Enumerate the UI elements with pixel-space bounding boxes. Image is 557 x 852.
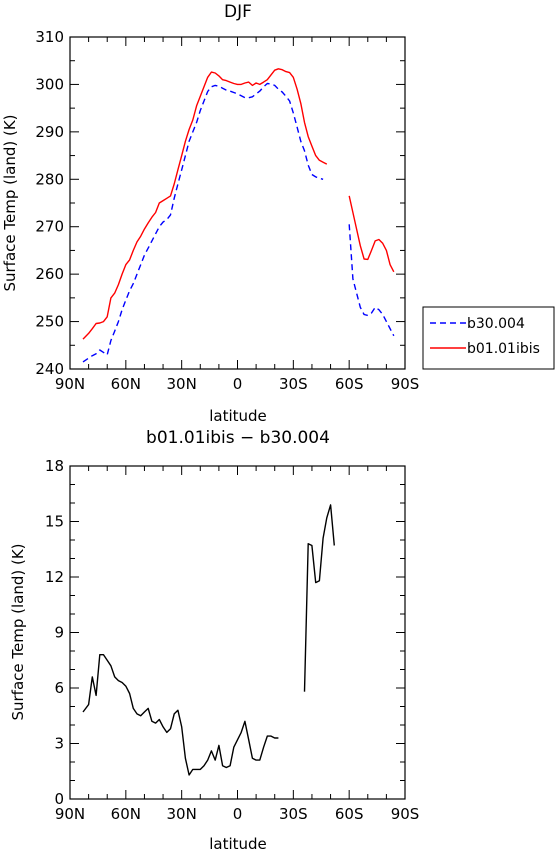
top-x-tick-label: 30S (279, 375, 308, 393)
bottom-series-line-0 (82, 504, 335, 776)
legend-box (422, 306, 555, 370)
bottom-y-tick-label: 12 (45, 568, 64, 586)
bottom-x-tick-label: 90S (391, 805, 420, 823)
top-x-tick-label: 60N (111, 375, 141, 393)
chart-title-difference: b01.01ibis − b30.004 (146, 428, 330, 448)
panel-difference: b01.01ibis − b30.004 0 3 6 9 12 15 18 90N 60N 30N… (9, 428, 419, 852)
top-frame (69, 36, 406, 370)
bottom-y-tick-label: 0 (54, 790, 64, 808)
top-x-tick-label: 30N (167, 375, 197, 393)
top-x-tick-label: 60S (335, 375, 364, 393)
y-axis-label-top: Surface Temp (land) (K) (1, 114, 19, 291)
bottom-x-tick-label: 60S (335, 805, 364, 823)
bottom-x-tick-label: 0 (233, 805, 243, 823)
top-y-tick-label: 310 (35, 28, 64, 46)
bottom-frame (69, 465, 406, 800)
x-axis-label-bottom: latitude (209, 835, 267, 852)
bottom-x-tick-label: 30N (167, 805, 197, 823)
top-y-tick-label: 290 (35, 123, 64, 141)
bottom-y-tick-label: 6 (54, 679, 64, 697)
top-y-tick-label: 300 (35, 75, 64, 93)
top-series-line-0 (82, 82, 395, 363)
panel-djf: DJF 240 250 260 270 280 290 300 310 90N 60N 30N 0 30… (1, 2, 419, 425)
top-x-tick-label: 90S (391, 375, 420, 393)
plot-area-bottom: 0 3 6 9 12 15 18 90N 60N 30N 0 30S 60S 90S (45, 457, 419, 823)
bottom-y-tick-label: 3 (54, 735, 64, 753)
top-x-tick-label: 0 (233, 375, 243, 393)
bottom-x-tick-label: 60N (111, 805, 141, 823)
legend: b30.004 b01.01ibis (422, 306, 555, 370)
legend-label-b30: b30.004 (467, 316, 525, 332)
top-y-tick-label: 250 (35, 313, 64, 331)
top-y-tick-label: 270 (35, 218, 64, 236)
top-series-line-1 (82, 68, 395, 340)
bottom-x-tick-label: 30S (279, 805, 308, 823)
y-axis-label-bottom: Surface Temp (land) (K) (9, 543, 27, 720)
x-axis-label-top: latitude (209, 407, 267, 425)
bottom-y-tick-label: 9 (54, 624, 64, 642)
chart-title-djf: DJF (224, 2, 252, 22)
bottom-y-tick-label: 15 (45, 513, 64, 531)
plot-area-top: 240 250 260 270 280 290 300 310 90N 60N 30N 0 30S 60S… (35, 28, 419, 393)
top-y-tick-label: 240 (35, 360, 64, 378)
legend-label-b01: b01.01ibis (467, 341, 540, 357)
bottom-x-tick-label: 90N (55, 805, 85, 823)
bottom-y-tick-label: 18 (45, 457, 64, 475)
top-x-tick-label: 90N (55, 375, 85, 393)
top-y-tick-label: 280 (35, 170, 64, 188)
top-y-tick-label: 260 (35, 265, 64, 283)
